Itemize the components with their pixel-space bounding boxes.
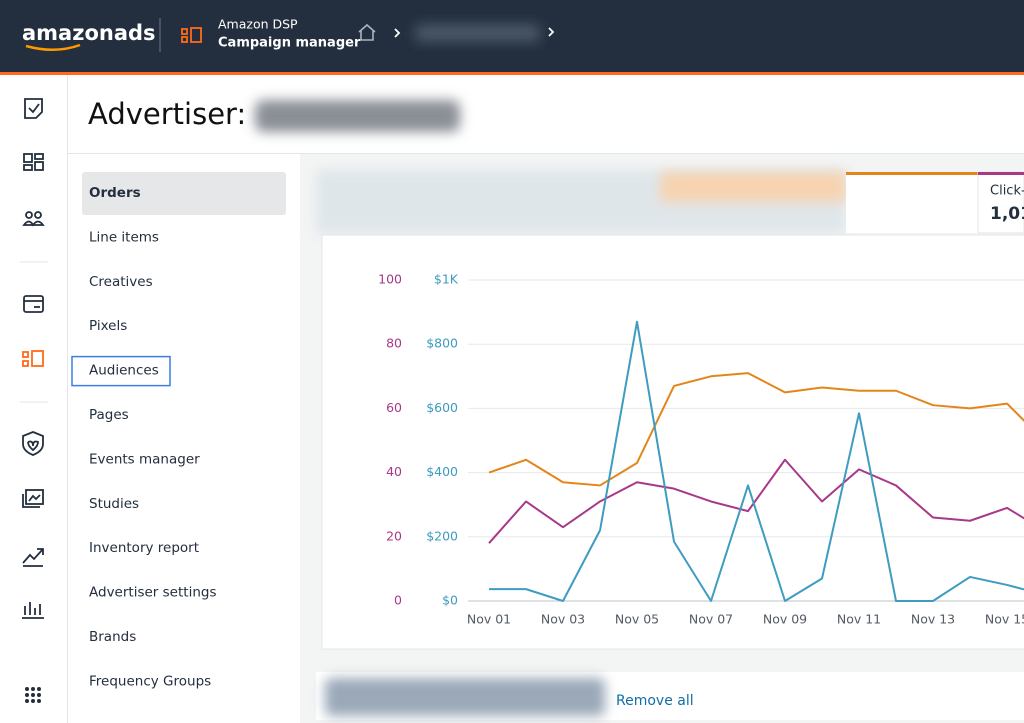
y2-tick-label: $1K xyxy=(434,272,459,287)
menu-item[interactable]: Brands xyxy=(89,629,136,645)
y2-tick-label: $400 xyxy=(426,464,458,479)
menu-item[interactable]: Audiences xyxy=(89,363,159,379)
advertiser-name-blurred xyxy=(255,100,460,132)
y-tick-label: 100 xyxy=(378,272,402,287)
section-name: Campaign manager xyxy=(218,36,361,51)
metric-tile[interactable] xyxy=(846,172,978,233)
menu-item[interactable]: Orders xyxy=(89,185,141,201)
series-line xyxy=(488,458,1024,544)
menu-item-focus xyxy=(71,355,171,387)
x-tick-label: Nov 07 xyxy=(689,612,733,627)
menu-item[interactable]: Frequency Groups xyxy=(89,673,211,689)
top-bar-accent xyxy=(0,72,1024,75)
home-icon[interactable] xyxy=(358,23,376,41)
menu-item[interactable]: Events manager xyxy=(89,451,200,467)
y2-tick-label: $800 xyxy=(426,336,458,351)
logo-smile xyxy=(25,43,81,51)
x-tick-label: Nov 03 xyxy=(541,612,585,627)
y-tick-label: 80 xyxy=(386,336,402,351)
x-tick-label: Nov 13 xyxy=(911,612,955,627)
logo[interactable]: amazonads xyxy=(22,21,156,45)
filter-chips-blurred[interactable] xyxy=(325,678,605,716)
menu-item[interactable]: Creatives xyxy=(89,274,153,290)
menu-item[interactable]: Studies xyxy=(89,496,139,512)
x-tick-label: Nov 11 xyxy=(837,612,881,627)
y-tick-label: 60 xyxy=(386,400,402,415)
y2-tick-label: $0 xyxy=(442,593,458,608)
y-tick-label: 20 xyxy=(386,528,402,543)
icon-rail xyxy=(0,75,67,723)
metric-tile-accent xyxy=(978,172,1024,175)
menu-item-selected xyxy=(82,172,286,215)
metric-label: Click- xyxy=(990,184,1024,199)
remove-all-link[interactable]: Remove all xyxy=(616,693,694,709)
breadcrumb-chevron xyxy=(394,28,401,38)
metric-tile-highlight-blurred xyxy=(660,172,846,202)
menu-item[interactable]: Pixels xyxy=(89,318,127,334)
series-line xyxy=(488,372,1024,487)
header xyxy=(68,75,1024,153)
page-title: Advertiser: xyxy=(88,97,246,131)
metric-value: 1,01 xyxy=(990,204,1024,224)
product-name: Amazon DSP xyxy=(218,17,298,32)
menu-item[interactable]: Advertiser settings xyxy=(89,585,216,601)
rail-icons[interactable] xyxy=(20,98,48,703)
x-tick-label: Nov 09 xyxy=(763,612,807,627)
metric-tile-accent xyxy=(846,172,978,175)
menu-item[interactable]: Inventory report xyxy=(89,540,199,556)
breadcrumb-blurred[interactable] xyxy=(415,24,540,42)
x-tick-label: Nov 01 xyxy=(467,612,511,627)
y2-tick-label: $200 xyxy=(426,528,458,543)
side-menu: Orders Line items Creatives Pixels Audiences… xyxy=(71,172,286,689)
x-tick-label: Nov 05 xyxy=(615,612,659,627)
x-tick-label: Nov 15 xyxy=(985,612,1024,627)
chart-card xyxy=(321,234,1024,650)
breadcrumb-chevron xyxy=(548,27,555,37)
y-tick-label: 40 xyxy=(386,464,402,479)
y-tick-label: 0 xyxy=(394,593,402,608)
menu-item[interactable]: Line items xyxy=(89,229,159,245)
y2-tick-label: $600 xyxy=(426,400,458,415)
series-line xyxy=(489,320,1024,602)
dsp-icon xyxy=(181,27,202,43)
chart: 0 20 40 60 80 100 $0 $200 $400 $600 $800 $1K Nov 01 N… xyxy=(378,272,1024,627)
menu-item[interactable]: Pages xyxy=(89,407,129,423)
